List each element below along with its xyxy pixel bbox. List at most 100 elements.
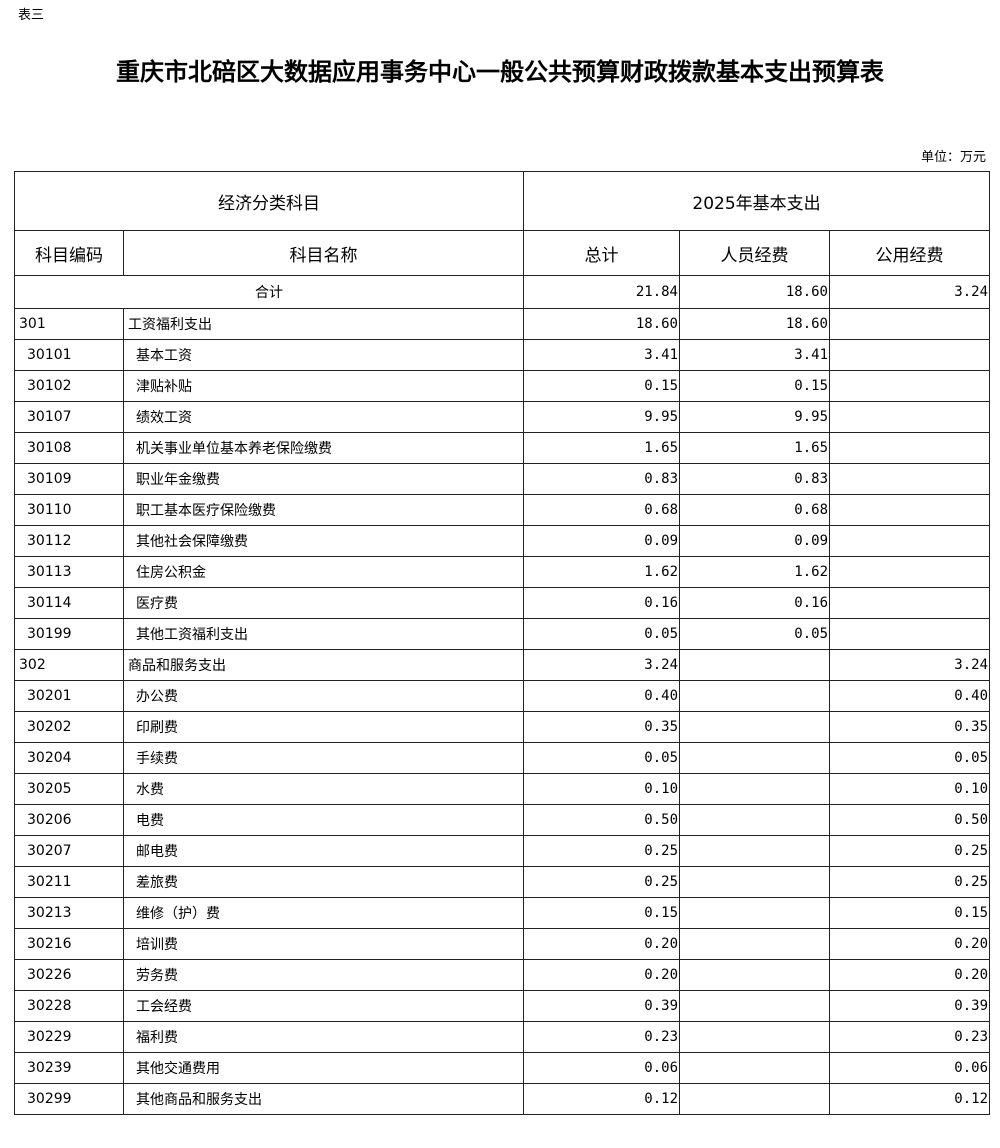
cell-personnel — [679, 897, 830, 929]
table-row: 30229 福利费 0.23 0.23 — [14, 1021, 991, 1053]
table-row: 30213 维修（护）费 0.15 0.15 — [14, 897, 991, 929]
cell-total: 0.25 — [523, 866, 680, 898]
cell-name: 维修（护）费 — [123, 897, 524, 929]
cell-name: 福利费 — [123, 1021, 524, 1053]
cell-code: 30202 — [14, 711, 124, 743]
cell-name: 差旅费 — [123, 866, 524, 898]
cell-total: 1.62 — [523, 556, 680, 588]
table-row: 30108 机关事业单位基本养老保险缴费 1.65 1.65 — [14, 432, 991, 464]
header-code: 科目编码 — [14, 230, 124, 276]
cell-total: 1.65 — [523, 432, 680, 464]
cell-name: 手续费 — [123, 742, 524, 774]
cell-name: 其他交通费用 — [123, 1052, 524, 1084]
cell-personnel: 0.09 — [679, 525, 830, 557]
cell-name: 工资福利支出 — [123, 308, 524, 340]
cell-code: 30102 — [14, 370, 124, 402]
cell-total: 0.39 — [523, 990, 680, 1022]
cell-public — [828, 308, 991, 340]
cell-name: 其他商品和服务支出 — [123, 1083, 524, 1115]
cell-code: 30101 — [14, 339, 124, 371]
table-row: 30216 培训费 0.20 0.20 — [14, 928, 991, 960]
cell-public — [828, 494, 991, 526]
total-label: 合计 — [14, 275, 524, 309]
cell-code: 30112 — [14, 525, 124, 557]
cell-total: 3.24 — [523, 649, 680, 681]
table-row: 30199 其他工资福利支出 0.05 0.05 — [14, 618, 991, 650]
table-row: 30112 其他社会保障缴费 0.09 0.09 — [14, 525, 991, 557]
header-basic-expenditure: 2025年基本支出 — [522, 171, 991, 231]
cell-personnel — [679, 866, 830, 898]
cell-total: 0.16 — [523, 587, 680, 619]
cell-code: 30216 — [14, 928, 124, 960]
cell-personnel: 0.68 — [679, 494, 830, 526]
cell-name: 绩效工资 — [123, 401, 524, 433]
table-row: 30109 职业年金缴费 0.83 0.83 — [14, 463, 991, 495]
table-row: 30107 绩效工资 9.95 9.95 — [14, 401, 991, 433]
cell-name: 劳务费 — [123, 959, 524, 991]
cell-code: 301 — [14, 308, 124, 340]
cell-personnel: 1.65 — [679, 432, 830, 464]
cell-public: 0.50 — [828, 804, 991, 836]
table-row: 30226 劳务费 0.20 0.20 — [14, 959, 991, 991]
cell-public — [828, 618, 991, 650]
cell-personnel — [679, 649, 830, 681]
header-personnel: 人员经费 — [679, 230, 830, 276]
cell-public: 0.06 — [828, 1052, 991, 1084]
cell-code: 30211 — [14, 866, 124, 898]
cell-public: 0.25 — [828, 835, 991, 867]
cell-total: 0.05 — [523, 742, 680, 774]
cell-total: 0.68 — [523, 494, 680, 526]
cell-public — [828, 525, 991, 557]
cell-name: 医疗费 — [123, 587, 524, 619]
total-personnel: 18.60 — [679, 275, 830, 309]
cell-personnel — [679, 835, 830, 867]
cell-total: 0.20 — [523, 928, 680, 960]
cell-personnel — [679, 959, 830, 991]
cell-name: 电费 — [123, 804, 524, 836]
cell-total: 0.20 — [523, 959, 680, 991]
cell-name: 住房公积金 — [123, 556, 524, 588]
table-row: 302 商品和服务支出 3.24 3.24 — [14, 649, 991, 681]
cell-public: 0.05 — [828, 742, 991, 774]
cell-name: 其他社会保障缴费 — [123, 525, 524, 557]
cell-total: 0.83 — [523, 463, 680, 495]
cell-code: 30199 — [14, 618, 124, 650]
cell-public — [828, 432, 991, 464]
cell-personnel: 18.60 — [679, 308, 830, 340]
cell-personnel: 9.95 — [679, 401, 830, 433]
cell-code: 30204 — [14, 742, 124, 774]
cell-public: 0.10 — [828, 773, 991, 805]
header-total: 总计 — [523, 230, 680, 276]
cell-personnel — [679, 1021, 830, 1053]
cell-name: 基本工资 — [123, 339, 524, 371]
table-row: 30211 差旅费 0.25 0.25 — [14, 866, 991, 898]
cell-code: 30114 — [14, 587, 124, 619]
cell-total: 0.06 — [523, 1052, 680, 1084]
cell-total: 3.41 — [523, 339, 680, 371]
cell-code: 30207 — [14, 835, 124, 867]
cell-public: 0.40 — [828, 680, 991, 712]
cell-personnel — [679, 711, 830, 743]
cell-total: 0.35 — [523, 711, 680, 743]
table-row: 30207 邮电费 0.25 0.25 — [14, 835, 991, 867]
table-row: 30102 津贴补贴 0.15 0.15 — [14, 370, 991, 402]
cell-code: 30213 — [14, 897, 124, 929]
cell-public — [828, 556, 991, 588]
cell-name: 水费 — [123, 773, 524, 805]
cell-total: 0.05 — [523, 618, 680, 650]
cell-code: 30201 — [14, 680, 124, 712]
unit-label: 单位：万元 — [920, 150, 986, 165]
cell-public: 0.12 — [828, 1083, 991, 1115]
cell-name: 邮电费 — [123, 835, 524, 867]
cell-public: 0.39 — [828, 990, 991, 1022]
cell-public: 3.24 — [828, 649, 991, 681]
cell-code: 30113 — [14, 556, 124, 588]
cell-personnel: 0.15 — [679, 370, 830, 402]
total-row: 合计 21.84 18.60 3.24 — [14, 275, 991, 309]
cell-total: 9.95 — [523, 401, 680, 433]
cell-name: 培训费 — [123, 928, 524, 960]
cell-personnel: 0.83 — [679, 463, 830, 495]
cell-personnel — [679, 1083, 830, 1115]
cell-public: 0.20 — [828, 959, 991, 991]
table-row: 30201 办公费 0.40 0.40 — [14, 680, 991, 712]
